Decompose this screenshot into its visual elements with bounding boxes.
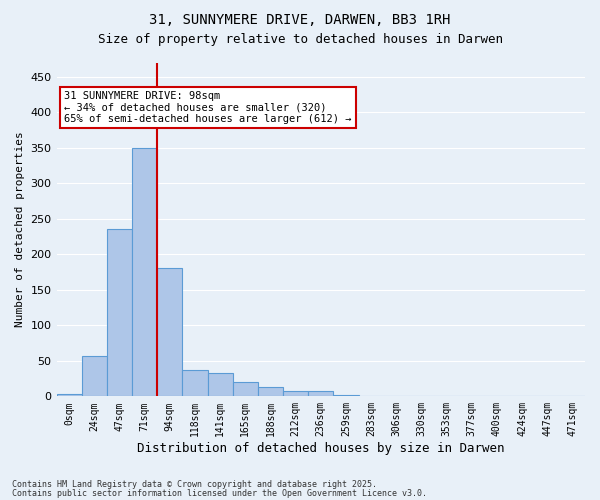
Text: 31 SUNNYMERE DRIVE: 98sqm
← 34% of detached houses are smaller (320)
65% of semi: 31 SUNNYMERE DRIVE: 98sqm ← 34% of detac… bbox=[64, 91, 352, 124]
Bar bbox=[208, 373, 233, 396]
Bar bbox=[308, 392, 334, 396]
Bar bbox=[182, 370, 208, 396]
Y-axis label: Number of detached properties: Number of detached properties bbox=[15, 132, 25, 328]
Bar bbox=[107, 230, 132, 396]
Bar bbox=[56, 394, 82, 396]
Bar bbox=[258, 387, 283, 396]
Text: Size of property relative to detached houses in Darwen: Size of property relative to detached ho… bbox=[97, 32, 503, 46]
Text: 31, SUNNYMERE DRIVE, DARWEN, BB3 1RH: 31, SUNNYMERE DRIVE, DARWEN, BB3 1RH bbox=[149, 12, 451, 26]
Bar bbox=[132, 148, 157, 396]
Bar bbox=[334, 395, 359, 396]
Bar bbox=[82, 356, 107, 397]
Bar bbox=[157, 268, 182, 396]
Text: Contains public sector information licensed under the Open Government Licence v3: Contains public sector information licen… bbox=[12, 488, 427, 498]
Bar bbox=[283, 392, 308, 396]
Text: Contains HM Land Registry data © Crown copyright and database right 2025.: Contains HM Land Registry data © Crown c… bbox=[12, 480, 377, 489]
X-axis label: Distribution of detached houses by size in Darwen: Distribution of detached houses by size … bbox=[137, 442, 505, 455]
Bar bbox=[233, 382, 258, 396]
